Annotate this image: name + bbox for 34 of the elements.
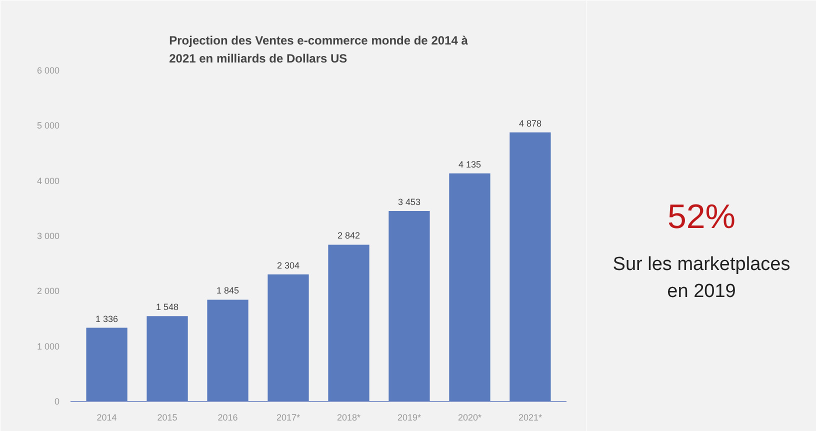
bar [207, 300, 248, 402]
bar [510, 132, 551, 402]
y-tick-label: 3 000 [36, 231, 60, 241]
y-tick-label: 4 000 [36, 176, 60, 186]
bar [268, 274, 309, 402]
x-tick-label: 2014 [96, 412, 117, 422]
text: 52% [667, 198, 736, 236]
x-tick-label: 2016 [218, 412, 238, 422]
data-label: 4 135 [458, 159, 481, 170]
x-tick-label: 2015 [157, 412, 178, 422]
chart-title: Projection des Ventes e-commerce monde de 2014 à 2021 en milliards de Dollars US [169, 33, 468, 66]
x-tick-label: 2017* [276, 412, 301, 422]
data-label: 2 842 [337, 230, 360, 241]
bar [328, 244, 370, 402]
data-label: 1 548 [156, 302, 179, 312]
bar [449, 173, 490, 402]
x-tick-label: 2019* [397, 412, 422, 422]
x-tick-label: 2020* [458, 412, 482, 422]
data-label: 1 845 [216, 286, 240, 296]
data-label: 3 453 [398, 197, 420, 208]
bar [388, 211, 430, 402]
x-tick-label: 2018* [336, 412, 362, 422]
bar [86, 328, 128, 402]
y-tick-label: 6 000 [36, 66, 60, 76]
data-label: 4 878 [518, 118, 542, 128]
y-tick-label: 2 000 [36, 286, 60, 296]
data-label: 1 336 [96, 314, 118, 324]
bar [146, 316, 188, 402]
text: Sur les marketplaces en 2019 [612, 254, 790, 302]
y-tick-label: 0 [54, 396, 60, 406]
y-tick-label: 5 000 [36, 120, 60, 131]
data-label: 2 304 [276, 260, 300, 270]
y-tick-label: 1 000 [36, 341, 60, 352]
x-tick-label: 2021* [518, 412, 542, 422]
